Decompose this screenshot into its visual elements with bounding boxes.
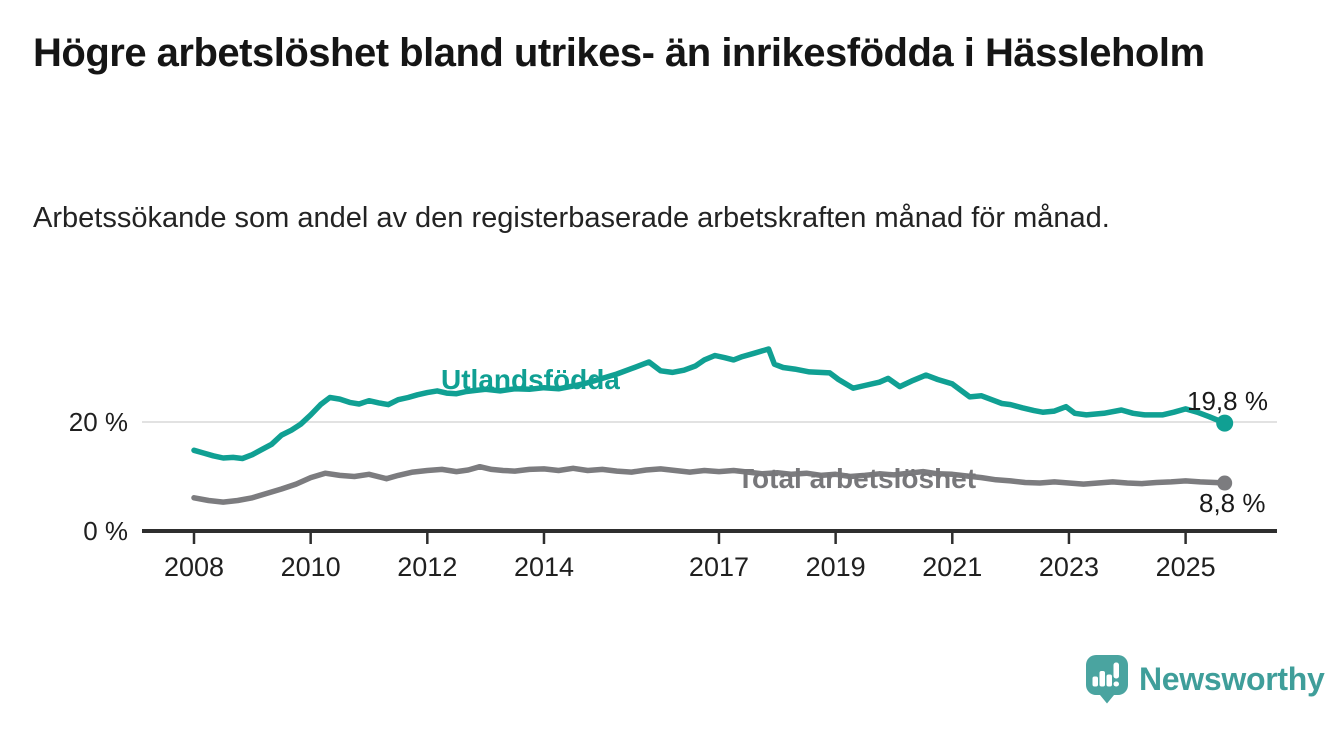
series-label-utlandsfodda: Utlandsfödda [441, 364, 620, 395]
x-axis-tick-label: 2023 [1039, 552, 1099, 582]
x-axis-tick-label: 2010 [281, 552, 341, 582]
x-axis-tick-label: 2019 [806, 552, 866, 582]
x-axis-tick-label: 2021 [922, 552, 982, 582]
exclamation-bar-icon [1113, 662, 1119, 679]
series-line-utlandsf-dda [191, 346, 1228, 462]
x-axis-tick-label: 2008 [164, 552, 224, 582]
exclamation-dot-icon [1113, 681, 1119, 687]
end-value-label-total: 8,8 % [1199, 488, 1266, 518]
page-title: Högre arbetslöshet bland utrikes- än inr… [33, 31, 1205, 75]
end-value-label-utlandsfodda: 19,8 % [1187, 386, 1268, 416]
bar-icon-small [1092, 676, 1098, 687]
series-end-dot-utlandsf-dda [1216, 414, 1234, 432]
series-label-total-arbetsloshet: Total arbetslöshet [737, 463, 977, 494]
newsworthy-bubble-chart-icon [1086, 655, 1128, 704]
x-axis-tick-label: 2014 [514, 552, 574, 582]
y-axis-tick-label: 20 % [69, 407, 128, 437]
series-line-total-arbetsl-shet [191, 463, 1228, 505]
bar-icon-medium [1106, 674, 1112, 687]
y-axis-tick-label: 0 % [83, 516, 128, 546]
chart-subtitle: Arbetssökande som andel av den registerb… [33, 202, 1110, 234]
x-axis-tick-label: 2017 [689, 552, 749, 582]
newsworthy-logo: Newsworthy [1085, 654, 1325, 704]
series-end-dot-total-arbetsl-shet [1217, 475, 1233, 491]
x-axis-tick-label: 2012 [397, 552, 457, 582]
x-axis-tick-label: 2025 [1156, 552, 1216, 582]
bar-icon-tall [1099, 671, 1105, 687]
newsworthy-wordmark: Newsworthy [1139, 660, 1325, 697]
